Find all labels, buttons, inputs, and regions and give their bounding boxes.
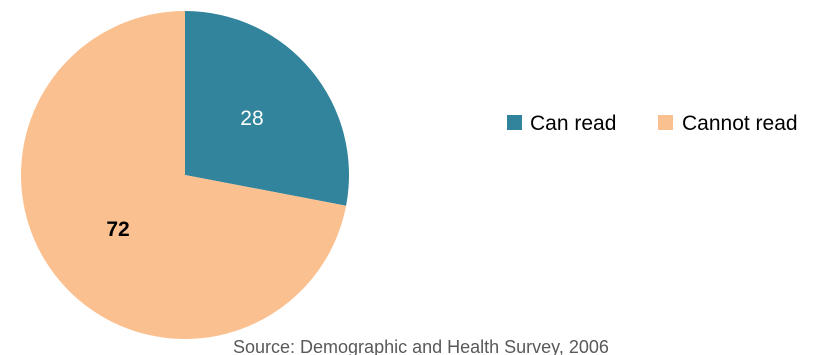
- legend: Can read Cannot read: [507, 112, 798, 135]
- pie-slice-can-read: [185, 11, 349, 206]
- pie-slices: [20, 11, 349, 339]
- pie-data-labels: 28 72: [106, 107, 263, 241]
- source-note: Source: Demographic and Health Survey, 2…: [233, 337, 609, 355]
- legend-swatch-cannot-read: [658, 115, 673, 130]
- data-label-can-read: 28: [240, 107, 263, 130]
- legend-label-cannot-read: Cannot read: [682, 112, 798, 135]
- data-label-cannot-read: 72: [106, 218, 129, 241]
- legend-label-can-read: Can read: [530, 112, 616, 135]
- pie-slice-cannot-read: [20, 11, 347, 339]
- legend-swatch-can-read: [507, 115, 522, 130]
